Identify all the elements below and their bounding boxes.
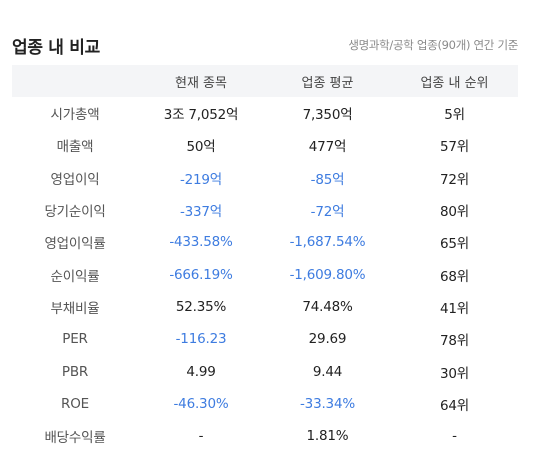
metric-label-cell: 영업이익률 xyxy=(44,236,106,253)
industry-average-cell: 29.69 xyxy=(308,331,347,348)
table-row: 시가총액 3조 7,052억 7,350억 5위 xyxy=(12,97,518,129)
industry-rank-cell: 80위 xyxy=(440,204,469,221)
metric-label-cell: 당기순이익 xyxy=(44,204,106,221)
table-row: 배당수익률 - 1.81% - xyxy=(12,420,518,452)
table-row: 영업이익률 -433.58% -1,687.54% 65위 xyxy=(12,226,518,258)
industry-rank-cell: 57위 xyxy=(440,139,469,156)
industry-average-cell: -33.34% xyxy=(300,395,355,412)
industry-comparison-table: 현재 종목 업종 평균 업종 내 순위 시가총액 3조 7,052억 7,350억 5… xyxy=(12,65,518,452)
industry-basis-caption: 생명과학/공학 업종(90개) 연간 기준 xyxy=(348,38,518,52)
current-value-cell: -337억 xyxy=(179,204,223,221)
current-value-cell: 50억 xyxy=(186,139,216,156)
industry-rank-cell: 5위 xyxy=(444,107,465,124)
industry-average-cell: 7,350억 xyxy=(302,107,353,124)
industry-rank-cell: 30위 xyxy=(440,365,469,382)
column-header-metric xyxy=(12,65,138,97)
industry-average-cell: 9.44 xyxy=(312,363,343,380)
metric-label-cell: 순이익률 xyxy=(50,268,100,285)
industry-average-cell: -1,687.54% xyxy=(289,234,366,251)
industry-average-cell: 477억 xyxy=(308,139,347,156)
table-row: 부채비율 52.35% 74.48% 41위 xyxy=(12,291,518,323)
column-header-average: 업종 평균 xyxy=(264,65,391,97)
industry-rank-cell: - xyxy=(452,428,457,445)
metric-label-cell: PER xyxy=(62,331,88,348)
metric-label-cell: PBR xyxy=(61,363,89,380)
table-row: 순이익률 -666.19% -1,609.80% 68위 xyxy=(12,258,518,290)
table-row: 영업이익 -219억 -85억 72위 xyxy=(12,162,518,194)
table-row: PBR 4.99 9.44 30위 xyxy=(12,355,518,387)
industry-rank-cell: 68위 xyxy=(440,268,469,285)
current-value-cell: -219억 xyxy=(179,171,223,188)
metric-label-cell: ROE xyxy=(61,395,89,412)
table-row: PER -116.23 29.69 78위 xyxy=(12,323,518,355)
metric-label-cell: 시가총액 xyxy=(50,107,100,124)
industry-average-cell: 1.81% xyxy=(306,428,349,445)
metric-label-cell: 영업이익 xyxy=(50,171,100,188)
column-header-current: 현재 종목 xyxy=(138,65,264,97)
current-value-cell: -666.19% xyxy=(169,266,233,283)
current-value-cell: - xyxy=(198,428,204,445)
industry-average-cell: 74.48% xyxy=(302,298,353,315)
industry-average-cell: -72억 xyxy=(310,204,345,221)
table-row: 당기순이익 -337억 -72억 80위 xyxy=(12,194,518,226)
current-value-cell: -433.58% xyxy=(169,234,233,251)
section-title: 업종 내 비교 xyxy=(12,38,100,58)
column-header-rank: 업종 내 순위 xyxy=(391,65,518,97)
current-value-cell: 3조 7,052억 xyxy=(163,107,239,124)
table-header-row: 현재 종목 업종 평균 업종 내 순위 xyxy=(12,65,518,97)
metric-label-cell: 배당수익률 xyxy=(44,430,106,447)
metric-label-cell: 매출액 xyxy=(56,139,94,156)
current-value-cell: 52.35% xyxy=(175,298,227,315)
industry-average-cell: -1,609.80% xyxy=(289,266,366,283)
industry-rank-cell: 41위 xyxy=(440,300,469,317)
metric-label-cell: 부채비율 xyxy=(50,300,100,317)
current-value-cell: 4.99 xyxy=(186,363,216,380)
industry-rank-cell: 72위 xyxy=(440,171,469,188)
industry-rank-cell: 64위 xyxy=(440,397,469,414)
table-row: ROE -46.30% -33.34% 64위 xyxy=(12,388,518,420)
current-value-cell: -116.23 xyxy=(175,331,227,348)
industry-rank-cell: 65위 xyxy=(440,236,469,253)
current-value-cell: -46.30% xyxy=(173,395,229,412)
table-row: 매출액 50억 477억 57위 xyxy=(12,129,518,161)
industry-rank-cell: 78위 xyxy=(440,333,469,350)
industry-average-cell: -85억 xyxy=(310,171,345,188)
